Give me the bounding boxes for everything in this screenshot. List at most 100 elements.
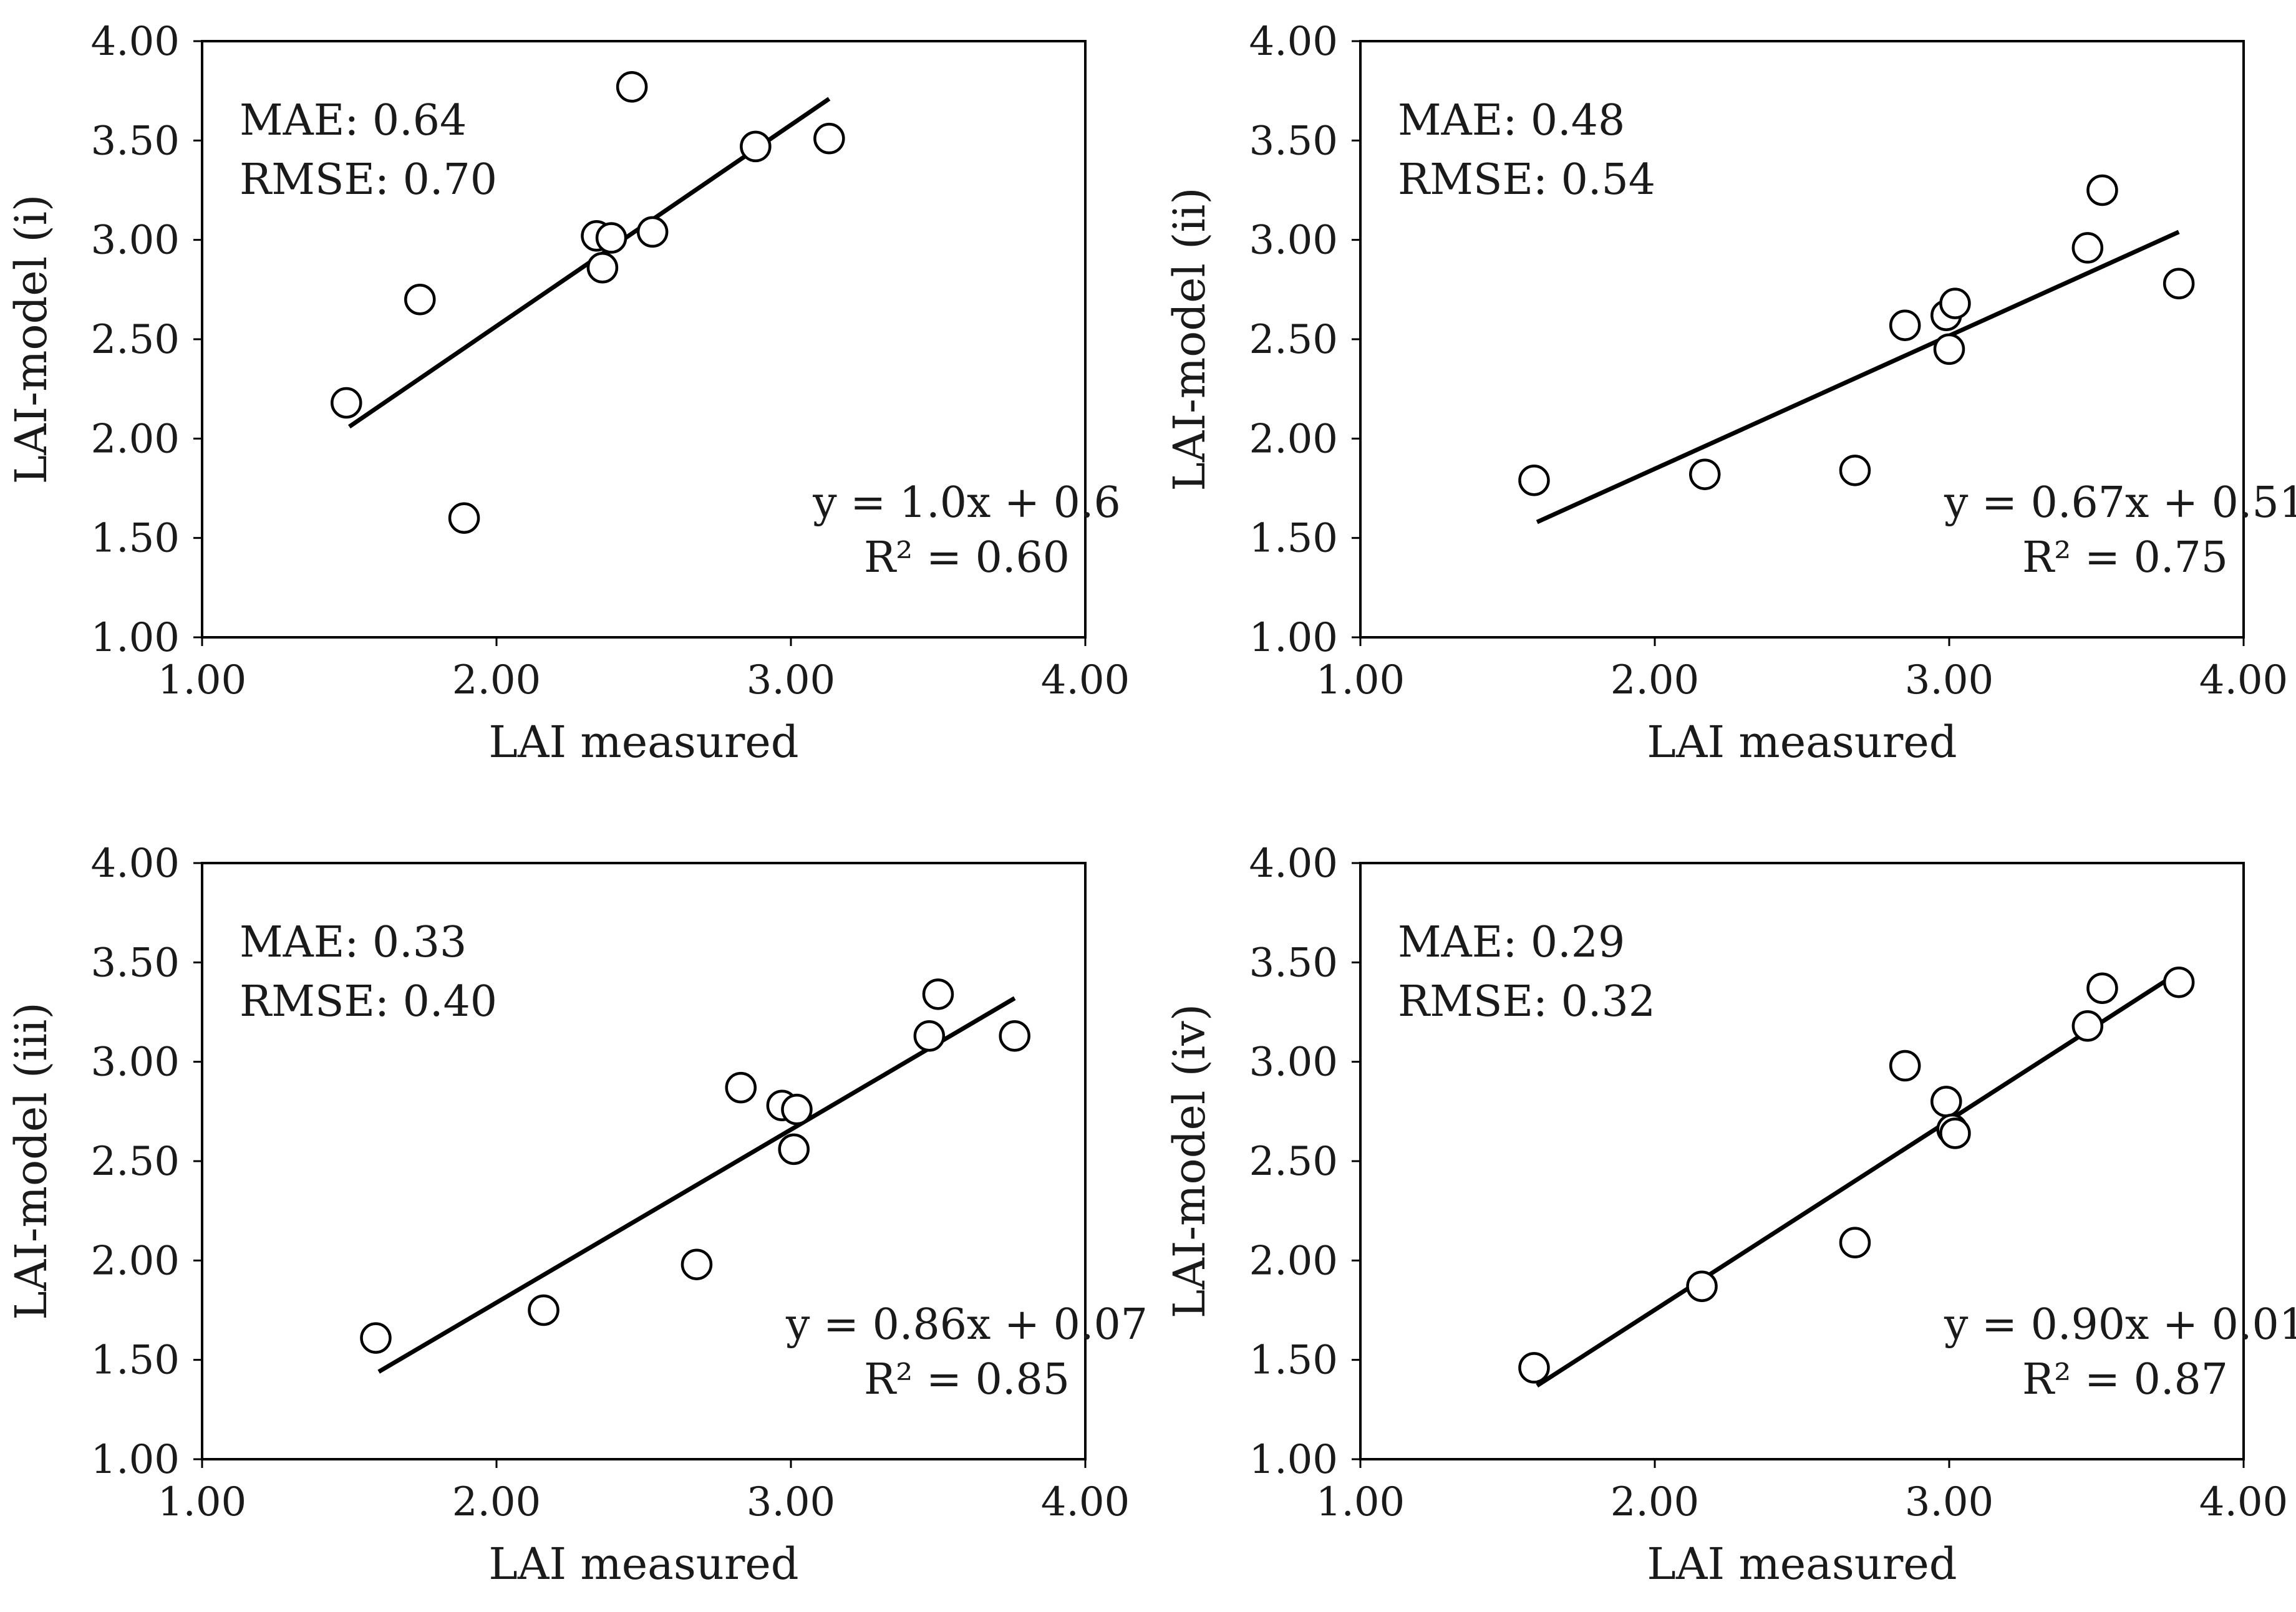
x-tick-label: 1.00 bbox=[158, 1479, 247, 1525]
mae-label: MAE: 0.64 bbox=[240, 96, 467, 145]
x-tick-label: 4.00 bbox=[1041, 1479, 1130, 1525]
y-tick-label: 1.50 bbox=[1249, 516, 1339, 562]
regression-equation: y = 1.0x + 0.6 bbox=[812, 478, 1120, 528]
scatter-panel-i: 1.00 1.50 2.00 2.50 3.00 3.50 4.00 1.00 2.00 3.00… bbox=[6, 19, 1130, 768]
y-tick-label: 3.00 bbox=[1249, 218, 1339, 264]
y-tick-label: 2.50 bbox=[1249, 1139, 1339, 1185]
data-point bbox=[1933, 333, 1965, 365]
x-tick-label: 1.00 bbox=[158, 657, 247, 703]
y-tick-label: 1.00 bbox=[91, 1437, 180, 1483]
data-point bbox=[999, 1020, 1030, 1052]
rmse-label: RMSE: 0.32 bbox=[1398, 977, 1655, 1026]
data-point bbox=[1839, 455, 1871, 486]
y-tick-label: 3.00 bbox=[1249, 1040, 1339, 1086]
mae-label: MAE: 0.33 bbox=[240, 918, 467, 967]
data-point bbox=[528, 1294, 559, 1326]
data-point bbox=[913, 1020, 946, 1052]
x-axis-title: LAI measured bbox=[488, 1538, 798, 1590]
data-point bbox=[1930, 1086, 1962, 1117]
y-tick-label: 3.00 bbox=[91, 218, 180, 264]
r-squared-label: R² = 0.75 bbox=[2022, 533, 2228, 582]
x-tick-label: 3.00 bbox=[747, 657, 836, 703]
data-point bbox=[586, 252, 619, 284]
y-tick-label: 2.00 bbox=[91, 416, 180, 462]
data-point bbox=[2163, 966, 2195, 998]
y-tick-label: 1.50 bbox=[91, 516, 180, 562]
data-point bbox=[1889, 1050, 1921, 1082]
y-tick-label: 1.00 bbox=[1249, 615, 1339, 661]
data-point bbox=[1688, 458, 1721, 490]
x-tick-label: 1.00 bbox=[1316, 1479, 1405, 1525]
data-point bbox=[781, 1093, 813, 1126]
data-point bbox=[740, 130, 772, 163]
data-point bbox=[2086, 972, 2118, 1005]
data-point bbox=[1939, 1117, 1971, 1149]
data-point bbox=[778, 1133, 810, 1166]
data-point bbox=[1889, 309, 1921, 341]
data-point bbox=[360, 1322, 392, 1354]
rmse-label: RMSE: 0.54 bbox=[1398, 155, 1655, 205]
data-point bbox=[922, 978, 954, 1010]
x-tick-label: 1.00 bbox=[1316, 657, 1405, 703]
y-tick-label: 2.50 bbox=[91, 317, 180, 363]
x-tick-label: 3.00 bbox=[747, 1479, 836, 1525]
data-point bbox=[725, 1071, 757, 1104]
rmse-label: RMSE: 0.40 bbox=[240, 977, 497, 1026]
x-tick-label: 4.00 bbox=[1041, 657, 1130, 703]
x-tick-label: 4.00 bbox=[2199, 657, 2289, 703]
x-tick-label: 2.00 bbox=[1611, 657, 1700, 703]
r-squared-label: R² = 0.85 bbox=[864, 1355, 1070, 1404]
y-tick-label: 4.00 bbox=[1249, 841, 1339, 887]
y-tick-label: 3.50 bbox=[1249, 940, 1339, 986]
regression-equation: y = 0.86x + 0.07 bbox=[785, 1300, 1148, 1349]
x-tick-label: 2.00 bbox=[452, 1479, 541, 1525]
y-tick-label: 4.00 bbox=[1249, 19, 1339, 65]
y-tick-label: 2.00 bbox=[91, 1238, 180, 1284]
y-axis-title: LAI-model (i) bbox=[6, 195, 57, 485]
data-point bbox=[1939, 287, 1971, 319]
y-tick-label: 1.00 bbox=[1249, 1437, 1339, 1483]
y-axis-title: LAI-model (iii) bbox=[6, 1002, 57, 1320]
x-tick-label: 4.00 bbox=[2199, 1479, 2289, 1525]
x-axis-title: LAI measured bbox=[488, 717, 798, 768]
data-point bbox=[2071, 1010, 2104, 1042]
trendline bbox=[1536, 229, 2180, 524]
data-point bbox=[681, 1248, 713, 1280]
data-point bbox=[404, 284, 436, 316]
data-point bbox=[636, 216, 669, 248]
y-tick-label: 3.50 bbox=[1249, 118, 1339, 164]
data-point bbox=[813, 122, 845, 155]
mae-label: MAE: 0.29 bbox=[1398, 918, 1625, 967]
r-squared-label: R² = 0.87 bbox=[2022, 1355, 2228, 1404]
scatter-panel-iii: 1.00 1.50 2.00 2.50 3.00 3.50 4.00 1.00 2.00 3.00… bbox=[6, 841, 1148, 1590]
data-point bbox=[2086, 174, 2118, 206]
data-point bbox=[1518, 465, 1550, 496]
data-point bbox=[1686, 1270, 1718, 1303]
data-point bbox=[1839, 1227, 1871, 1258]
y-axis-title: LAI-model (ii) bbox=[1164, 187, 1215, 491]
trendline bbox=[377, 996, 1016, 1374]
y-tick-label: 2.00 bbox=[1249, 1238, 1339, 1284]
y-axis-title: LAI-model (iv) bbox=[1164, 1004, 1215, 1318]
x-tick-label: 3.00 bbox=[1905, 657, 1994, 703]
y-tick-label: 4.00 bbox=[91, 19, 180, 65]
y-tick-label: 3.50 bbox=[91, 940, 180, 986]
data-point bbox=[595, 222, 627, 254]
x-tick-label: 2.00 bbox=[1611, 1479, 1700, 1525]
y-tick-label: 3.00 bbox=[91, 1040, 180, 1086]
y-tick-label: 3.50 bbox=[91, 118, 180, 164]
regression-equation: y = 0.90x + 0.01 bbox=[1944, 1300, 2296, 1349]
regression-equation: y = 0.67x + 0.51 bbox=[1944, 478, 2296, 528]
data-point bbox=[2071, 232, 2104, 264]
scatter-panel-ii: 1.00 1.50 2.00 2.50 3.00 3.50 4.00 1.00 2.00 3.00… bbox=[1164, 19, 2296, 768]
data-point bbox=[331, 387, 362, 419]
x-tick-label: 3.00 bbox=[1905, 1479, 1994, 1525]
y-tick-label: 2.50 bbox=[91, 1139, 180, 1185]
y-tick-label: 2.50 bbox=[1249, 317, 1339, 363]
data-point bbox=[1518, 1352, 1550, 1384]
r-squared-label: R² = 0.60 bbox=[864, 533, 1070, 582]
data-point bbox=[2163, 268, 2195, 300]
data-point bbox=[448, 502, 480, 534]
rmse-label: RMSE: 0.70 bbox=[240, 155, 497, 205]
y-tick-label: 1.50 bbox=[1249, 1338, 1339, 1384]
